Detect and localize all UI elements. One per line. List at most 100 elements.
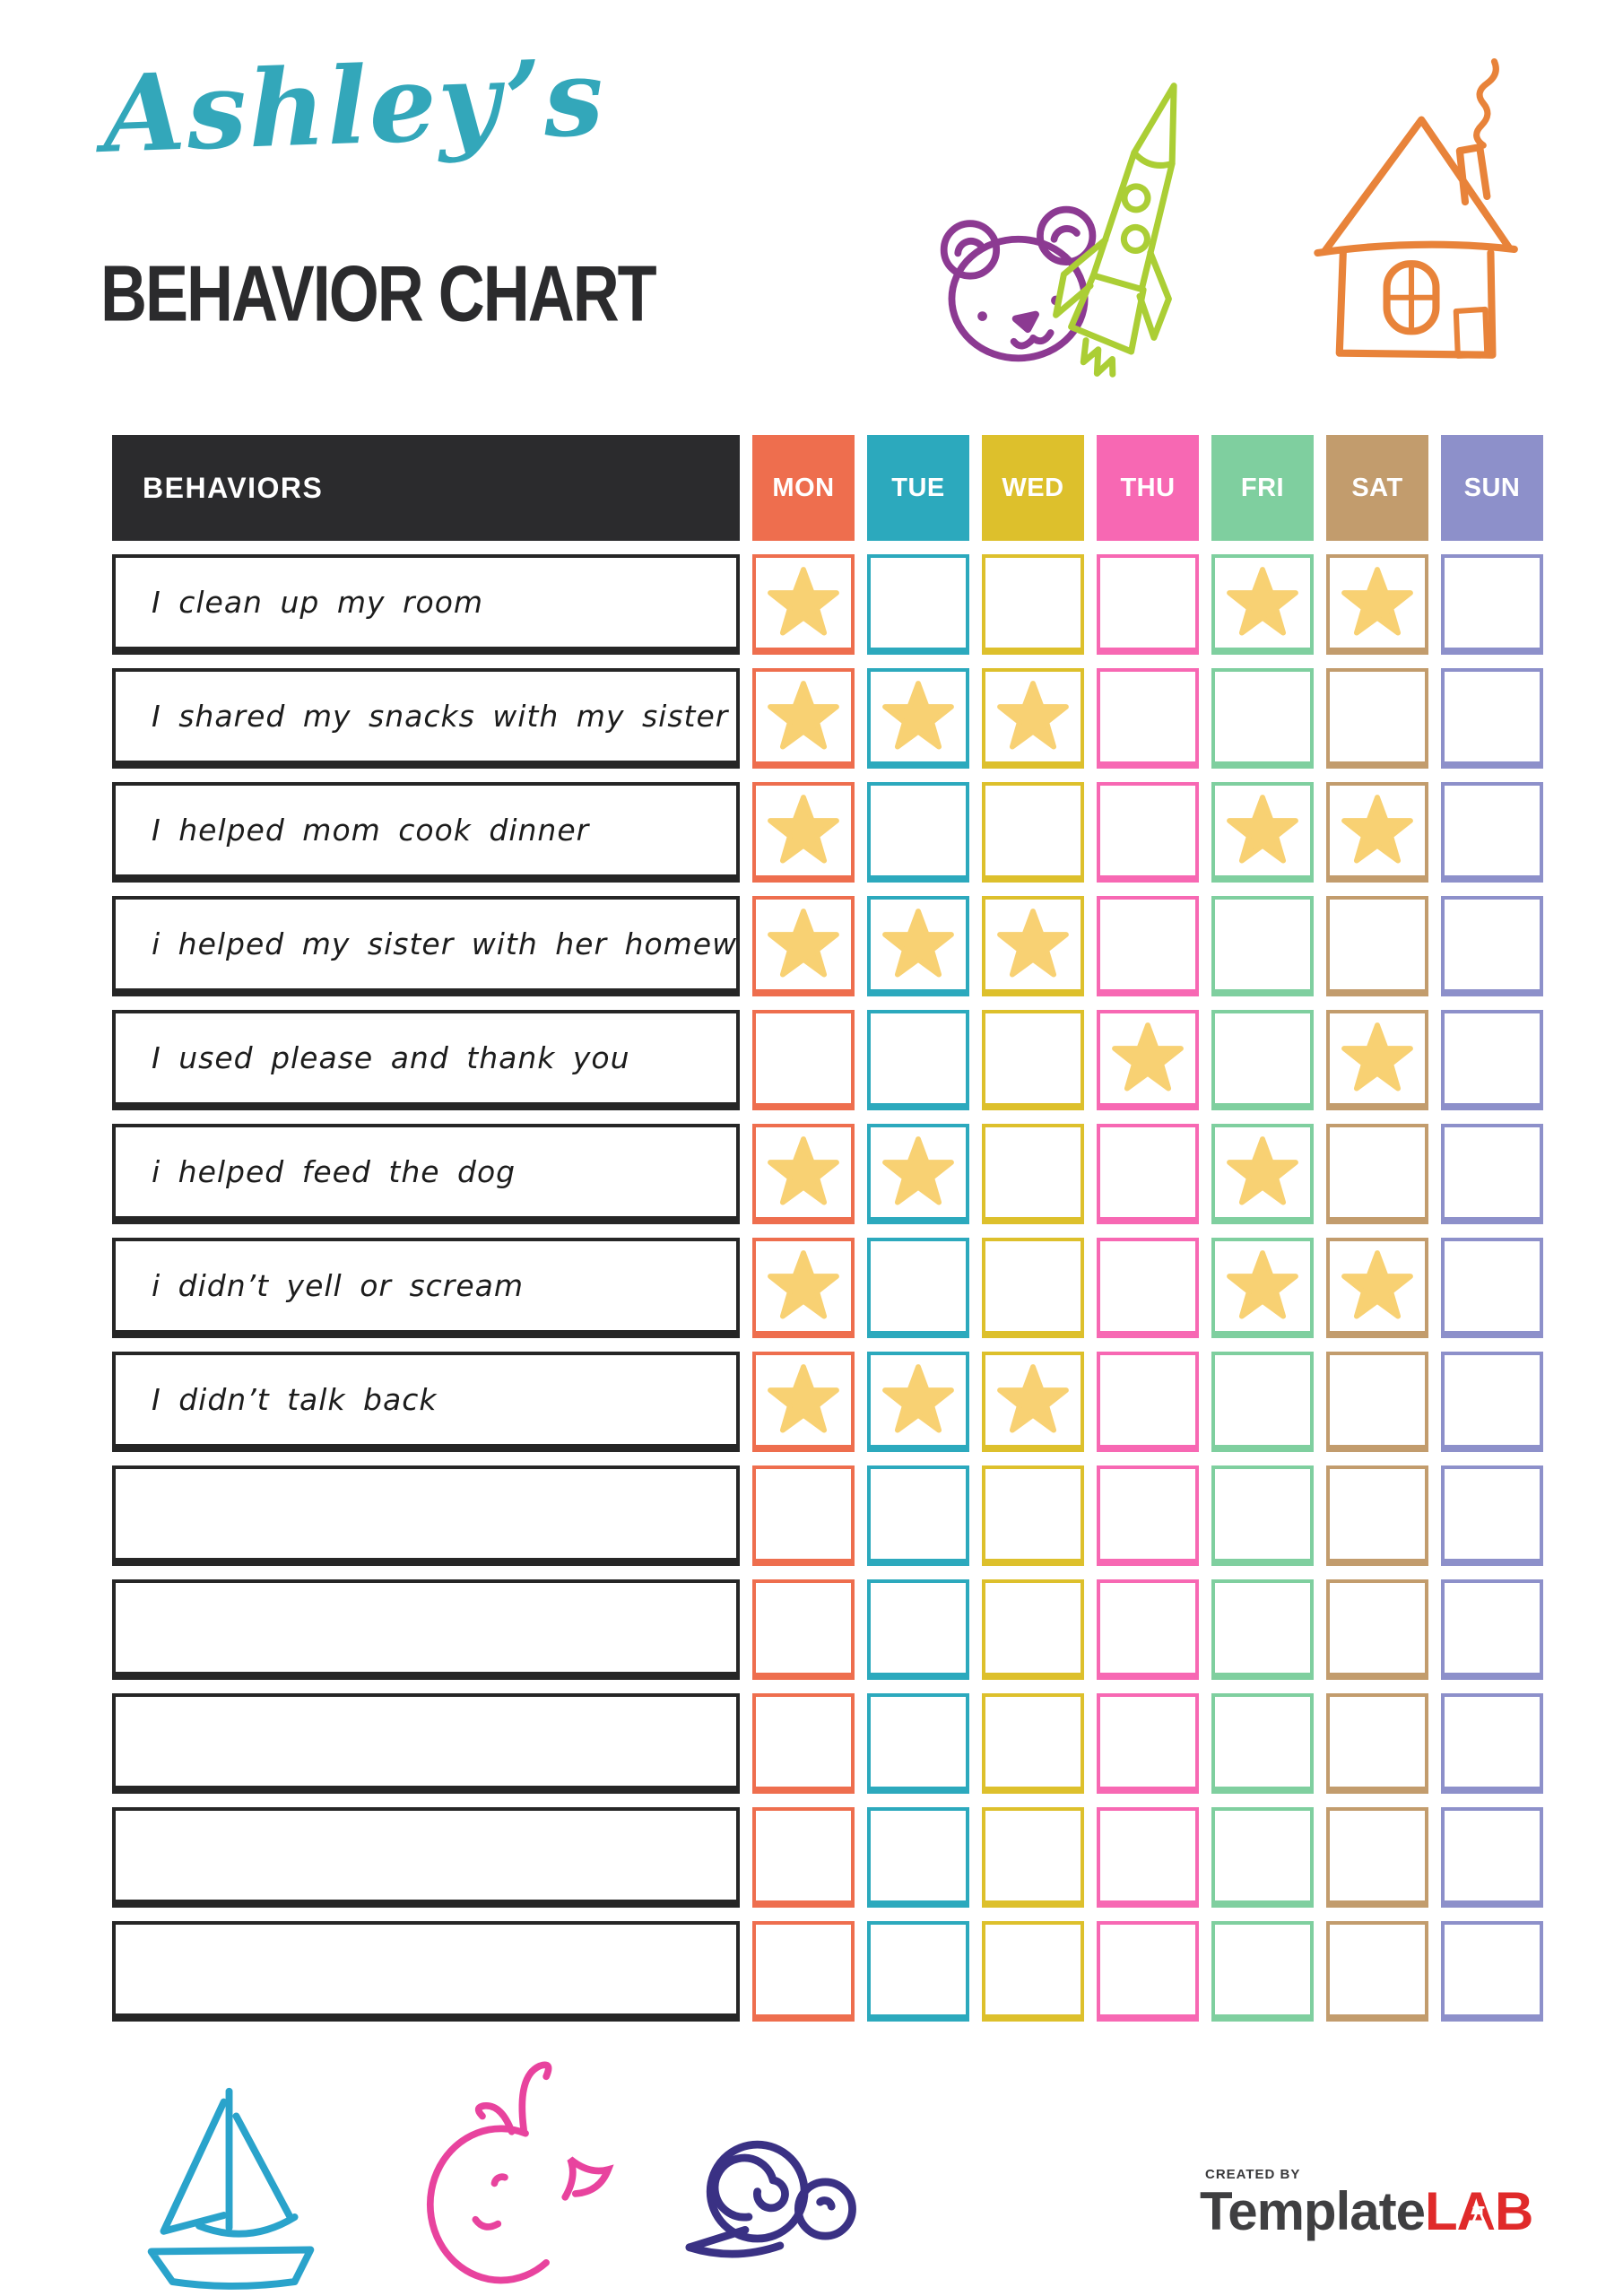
behavior-cell-7[interactable]: i didn’t yell or scream	[112, 1238, 740, 1338]
day-cell-fri-row4[interactable]	[1211, 896, 1314, 996]
day-cell-tue-row1[interactable]	[867, 554, 969, 655]
day-cell-sat-row13[interactable]	[1326, 1921, 1428, 2022]
behavior-cell-4[interactable]: i helped my sister with her homework	[112, 896, 740, 996]
day-cell-wed-row12[interactable]	[982, 1807, 1084, 1908]
day-cell-mon-row5[interactable]	[752, 1010, 855, 1110]
day-cell-wed-row6[interactable]	[982, 1124, 1084, 1224]
day-cell-mon-row11[interactable]	[752, 1693, 855, 1794]
day-cell-mon-row3[interactable]	[752, 782, 855, 883]
day-cell-thu-row10[interactable]	[1097, 1579, 1199, 1680]
day-cell-tue-row11[interactable]	[867, 1693, 969, 1794]
day-cell-mon-row7[interactable]	[752, 1238, 855, 1338]
day-cell-sun-row11[interactable]	[1441, 1693, 1543, 1794]
day-cell-fri-row11[interactable]	[1211, 1693, 1314, 1794]
day-cell-mon-row13[interactable]	[752, 1921, 855, 2022]
day-cell-sun-row3[interactable]	[1441, 782, 1543, 883]
day-cell-sun-row13[interactable]	[1441, 1921, 1543, 2022]
day-cell-sun-row10[interactable]	[1441, 1579, 1543, 1680]
day-cell-tue-row12[interactable]	[867, 1807, 969, 1908]
day-cell-thu-row8[interactable]	[1097, 1352, 1199, 1452]
behavior-cell-2[interactable]: I shared my snacks with my sister	[112, 668, 740, 769]
day-cell-tue-row10[interactable]	[867, 1579, 969, 1680]
day-cell-mon-row1[interactable]	[752, 554, 855, 655]
day-cell-thu-row9[interactable]	[1097, 1465, 1199, 1566]
day-cell-thu-row3[interactable]	[1097, 782, 1199, 883]
day-cell-fri-row5[interactable]	[1211, 1010, 1314, 1110]
day-cell-mon-row10[interactable]	[752, 1579, 855, 1680]
day-cell-sun-row8[interactable]	[1441, 1352, 1543, 1452]
behavior-cell-3[interactable]: I helped mom cook dinner	[112, 782, 740, 883]
behavior-cell-9[interactable]	[112, 1465, 740, 1566]
day-cell-mon-row12[interactable]	[752, 1807, 855, 1908]
behavior-cell-11[interactable]	[112, 1693, 740, 1794]
day-cell-sun-row4[interactable]	[1441, 896, 1543, 996]
day-cell-fri-row7[interactable]	[1211, 1238, 1314, 1338]
day-cell-fri-row3[interactable]	[1211, 782, 1314, 883]
day-cell-sat-row8[interactable]	[1326, 1352, 1428, 1452]
day-cell-thu-row5[interactable]	[1097, 1010, 1199, 1110]
day-cell-tue-row3[interactable]	[867, 782, 969, 883]
day-cell-wed-row13[interactable]	[982, 1921, 1084, 2022]
day-cell-thu-row4[interactable]	[1097, 896, 1199, 996]
behavior-cell-10[interactable]	[112, 1579, 740, 1680]
behavior-cell-13[interactable]	[112, 1921, 740, 2022]
day-cell-sun-row1[interactable]	[1441, 554, 1543, 655]
day-cell-tue-row6[interactable]	[867, 1124, 969, 1224]
behavior-cell-12[interactable]	[112, 1807, 740, 1908]
day-cell-sun-row6[interactable]	[1441, 1124, 1543, 1224]
day-cell-mon-row9[interactable]	[752, 1465, 855, 1566]
day-cell-wed-row11[interactable]	[982, 1693, 1084, 1794]
day-cell-mon-row8[interactable]	[752, 1352, 855, 1452]
day-cell-fri-row10[interactable]	[1211, 1579, 1314, 1680]
behavior-cell-1[interactable]: I clean up my room	[112, 554, 740, 655]
day-cell-wed-row7[interactable]	[982, 1238, 1084, 1338]
day-cell-sun-row2[interactable]	[1441, 668, 1543, 769]
day-cell-mon-row4[interactable]	[752, 896, 855, 996]
day-cell-thu-row13[interactable]	[1097, 1921, 1199, 2022]
behavior-cell-8[interactable]: I didn’t talk back	[112, 1352, 740, 1452]
day-cell-wed-row8[interactable]	[982, 1352, 1084, 1452]
day-cell-thu-row6[interactable]	[1097, 1124, 1199, 1224]
day-cell-sat-row3[interactable]	[1326, 782, 1428, 883]
behavior-cell-5[interactable]: I used please and thank you	[112, 1010, 740, 1110]
day-cell-wed-row9[interactable]	[982, 1465, 1084, 1566]
day-cell-sat-row5[interactable]	[1326, 1010, 1428, 1110]
day-cell-fri-row13[interactable]	[1211, 1921, 1314, 2022]
behavior-cell-6[interactable]: i helped feed the dog	[112, 1124, 740, 1224]
day-cell-wed-row2[interactable]	[982, 668, 1084, 769]
day-cell-sun-row9[interactable]	[1441, 1465, 1543, 1566]
day-cell-tue-row4[interactable]	[867, 896, 969, 996]
day-cell-thu-row2[interactable]	[1097, 668, 1199, 769]
day-cell-sat-row11[interactable]	[1326, 1693, 1428, 1794]
day-cell-fri-row12[interactable]	[1211, 1807, 1314, 1908]
day-cell-wed-row4[interactable]	[982, 896, 1084, 996]
day-cell-sat-row6[interactable]	[1326, 1124, 1428, 1224]
day-cell-sun-row12[interactable]	[1441, 1807, 1543, 1908]
day-cell-sat-row7[interactable]	[1326, 1238, 1428, 1338]
day-cell-thu-row12[interactable]	[1097, 1807, 1199, 1908]
day-cell-sat-row2[interactable]	[1326, 668, 1428, 769]
day-cell-tue-row2[interactable]	[867, 668, 969, 769]
day-cell-mon-row2[interactable]	[752, 668, 855, 769]
day-cell-tue-row7[interactable]	[867, 1238, 969, 1338]
day-cell-sun-row7[interactable]	[1441, 1238, 1543, 1338]
day-cell-sat-row1[interactable]	[1326, 554, 1428, 655]
day-cell-tue-row13[interactable]	[867, 1921, 969, 2022]
day-cell-wed-row10[interactable]	[982, 1579, 1084, 1680]
day-cell-thu-row7[interactable]	[1097, 1238, 1199, 1338]
day-cell-sat-row10[interactable]	[1326, 1579, 1428, 1680]
day-cell-sat-row12[interactable]	[1326, 1807, 1428, 1908]
day-cell-sun-row5[interactable]	[1441, 1010, 1543, 1110]
day-cell-wed-row3[interactable]	[982, 782, 1084, 883]
day-cell-tue-row5[interactable]	[867, 1010, 969, 1110]
day-cell-sat-row4[interactable]	[1326, 896, 1428, 996]
day-cell-tue-row8[interactable]	[867, 1352, 969, 1452]
day-cell-mon-row6[interactable]	[752, 1124, 855, 1224]
day-cell-fri-row8[interactable]	[1211, 1352, 1314, 1452]
day-cell-thu-row1[interactable]	[1097, 554, 1199, 655]
day-cell-fri-row2[interactable]	[1211, 668, 1314, 769]
day-cell-wed-row5[interactable]	[982, 1010, 1084, 1110]
day-cell-fri-row9[interactable]	[1211, 1465, 1314, 1566]
day-cell-wed-row1[interactable]	[982, 554, 1084, 655]
day-cell-sat-row9[interactable]	[1326, 1465, 1428, 1566]
